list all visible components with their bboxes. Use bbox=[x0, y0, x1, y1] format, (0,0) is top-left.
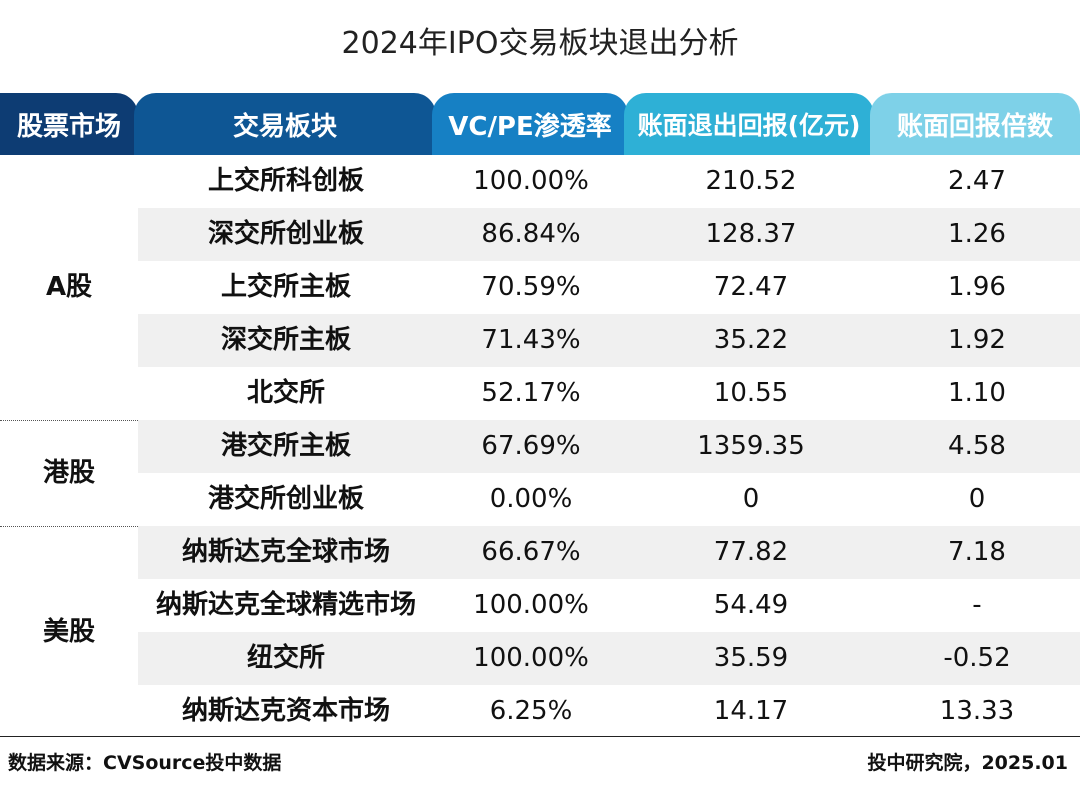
table-row: 纳斯达克资本市场 6.25% 14.17 13.33 bbox=[138, 685, 1080, 738]
exit-return-cell: 77.82 bbox=[713, 537, 789, 567]
exit-return-cell: 35.59 bbox=[713, 643, 789, 673]
table-row: 纳斯达克全球精选市场 100.00% 54.49 - bbox=[138, 579, 1080, 632]
header-exit-return: 账面退出回报(亿元) bbox=[624, 93, 874, 155]
table-row: 上交所科创板 100.00% 210.52 2.47 bbox=[138, 155, 1080, 208]
multiple-cell: 1.96 bbox=[948, 272, 1006, 302]
header-board: 交易板块 bbox=[134, 93, 436, 155]
penetration-cell: 100.00% bbox=[473, 643, 589, 673]
board-cell: 港交所主板 bbox=[220, 431, 351, 461]
market-label: 美股 bbox=[42, 617, 95, 647]
multiple-cell: 13.33 bbox=[939, 696, 1015, 726]
penetration-cell: 66.67% bbox=[481, 537, 581, 567]
footer-source: 数据来源：CVSource投中数据 bbox=[8, 752, 282, 774]
penetration-cell: 70.59% bbox=[481, 272, 581, 302]
table-row: 港交所主板 67.69% 1359.35 4.58 bbox=[138, 420, 1080, 473]
board-cell: 纳斯达克资本市场 bbox=[181, 696, 390, 726]
exit-return-cell: 0 bbox=[742, 484, 760, 514]
header-return-multiple: 账面回报倍数 bbox=[870, 93, 1080, 155]
table-row: 纳斯达克全球市场 66.67% 77.82 7.18 bbox=[138, 526, 1080, 579]
exit-return-cell: 14.17 bbox=[713, 696, 789, 726]
board-cell: 港交所创业板 bbox=[207, 484, 364, 514]
multiple-cell: 0 bbox=[968, 484, 986, 514]
penetration-cell: 52.17% bbox=[481, 378, 581, 408]
header-penetration: VC/PE渗透率 bbox=[432, 93, 628, 155]
multiple-cell: 1.26 bbox=[948, 219, 1006, 249]
exit-return-cell: 72.47 bbox=[713, 272, 789, 302]
table-row: 港交所创业板 0.00% 0 0 bbox=[138, 473, 1080, 526]
board-cell: 上交所主板 bbox=[220, 272, 351, 302]
market-label: A股 bbox=[45, 272, 93, 302]
exit-return-cell: 10.55 bbox=[713, 378, 789, 408]
multiple-cell: - bbox=[972, 590, 982, 620]
table-row: 上交所主板 70.59% 72.47 1.96 bbox=[138, 261, 1080, 314]
table-row: 深交所主板 71.43% 35.22 1.92 bbox=[138, 314, 1080, 367]
market-label: 港股 bbox=[42, 458, 95, 488]
multiple-cell: 7.18 bbox=[948, 537, 1006, 567]
multiple-cell: -0.52 bbox=[943, 643, 1011, 673]
multiple-cell: 2.47 bbox=[948, 166, 1006, 196]
board-cell: 纽交所 bbox=[246, 643, 325, 673]
multiple-cell: 1.10 bbox=[948, 378, 1006, 408]
multiple-cell: 1.92 bbox=[948, 325, 1006, 355]
chart-title: 2024年IPO交易板块退出分析 bbox=[341, 26, 739, 61]
penetration-cell: 67.69% bbox=[481, 431, 581, 461]
exit-return-cell: 210.52 bbox=[705, 166, 797, 196]
exit-return-cell: 128.37 bbox=[705, 219, 797, 249]
board-cell: 纳斯达克全球精选市场 bbox=[155, 590, 416, 620]
penetration-cell: 100.00% bbox=[473, 166, 589, 196]
penetration-cell: 100.00% bbox=[473, 590, 589, 620]
board-cell: 深交所创业板 bbox=[207, 219, 364, 249]
board-cell: 北交所 bbox=[246, 378, 325, 408]
table-row: 深交所创业板 86.84% 128.37 1.26 bbox=[138, 208, 1080, 261]
penetration-cell: 71.43% bbox=[481, 325, 581, 355]
penetration-cell: 86.84% bbox=[481, 219, 581, 249]
multiple-cell: 4.58 bbox=[948, 431, 1006, 461]
board-cell: 上交所科创板 bbox=[207, 166, 364, 196]
table-row: 北交所 52.17% 10.55 1.10 bbox=[138, 367, 1080, 420]
header-market: 股票市场 bbox=[0, 93, 138, 155]
exit-return-cell: 54.49 bbox=[713, 590, 789, 620]
table-row: 纽交所 100.00% 35.59 -0.52 bbox=[138, 632, 1080, 685]
penetration-cell: 0.00% bbox=[489, 484, 573, 514]
exit-return-cell: 1359.35 bbox=[697, 431, 805, 461]
footer-credit: 投中研究院，2025.01 bbox=[867, 752, 1068, 774]
penetration-cell: 6.25% bbox=[489, 696, 573, 726]
table-bottom-rule bbox=[0, 736, 1080, 737]
board-cell: 纳斯达克全球市场 bbox=[181, 537, 390, 567]
exit-return-cell: 35.22 bbox=[713, 325, 789, 355]
board-cell: 深交所主板 bbox=[220, 325, 351, 355]
